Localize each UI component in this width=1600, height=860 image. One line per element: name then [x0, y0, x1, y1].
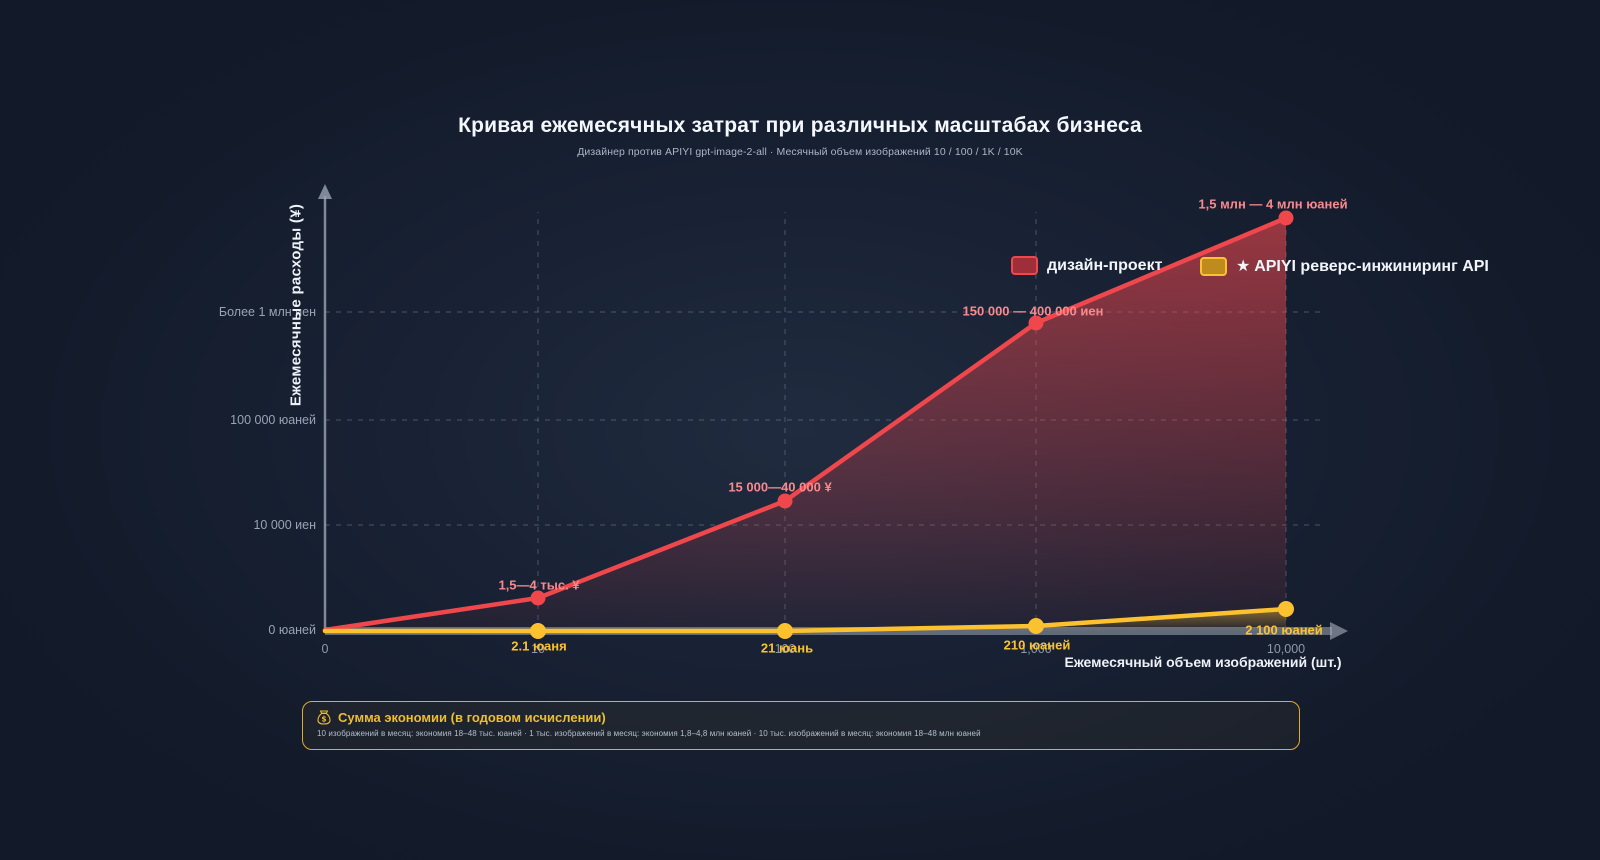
- y-axis-title: Ежемесячные расходы (¥): [287, 203, 305, 407]
- legend-label-api: ★ APIYI реверс-инжиниринг API: [1236, 258, 1489, 275]
- data-point-designer[interactable]: [777, 493, 793, 509]
- legend-swatch-api: [1200, 256, 1227, 276]
- chart-title: Кривая ежемесячных затрат при различных …: [458, 114, 1142, 137]
- data-point-designer[interactable]: [530, 590, 546, 606]
- legend-label-designer: дизайн-проект: [1047, 256, 1163, 274]
- data-point-api[interactable]: [1028, 618, 1044, 634]
- x-axis-arrow-icon: [1330, 622, 1348, 640]
- savings-title: Сумма экономии (в годовом исчислении): [338, 710, 606, 725]
- money-bag-icon: $: [317, 710, 331, 725]
- legend-item-api[interactable]: ★ APIYI реверс-инжиниринг API: [1200, 256, 1489, 276]
- svg-text:$: $: [321, 714, 326, 723]
- data-point-api[interactable]: [530, 623, 546, 639]
- y-axis-arrow-icon: [318, 184, 332, 199]
- savings-header: $ Сумма экономии (в годовом исчислении): [317, 710, 1299, 725]
- data-point-designer[interactable]: [1278, 210, 1294, 226]
- savings-details: 10 изображений в месяц: экономия 18–48 т…: [317, 729, 981, 738]
- chart-subtitle: Дизайнер против APIYI gpt-image-2-all · …: [577, 146, 1023, 158]
- legend-item-designer[interactable]: дизайн-проект: [1011, 256, 1162, 275]
- x-axis-title: Ежемесячный объем изображений (шт.): [1064, 654, 1342, 670]
- savings-summary-box: $ Сумма экономии (в годовом исчислении) …: [302, 701, 1300, 750]
- data-point-api[interactable]: [1278, 601, 1294, 617]
- legend-swatch-designer: [1011, 256, 1038, 275]
- data-point-designer[interactable]: [1028, 315, 1044, 331]
- data-point-api[interactable]: [777, 623, 793, 639]
